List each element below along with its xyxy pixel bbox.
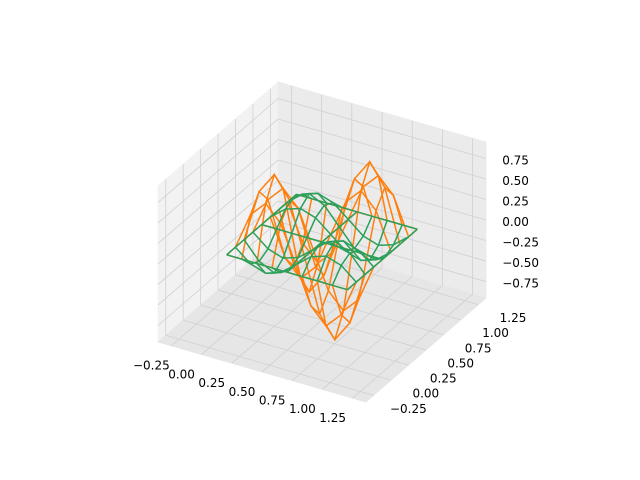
z-tick-label: −0.75	[502, 276, 539, 290]
grid-line	[183, 319, 392, 381]
grid-line	[165, 334, 374, 396]
y-tick-label: 0.00	[412, 387, 439, 401]
x-tick-label: 0.25	[198, 376, 225, 390]
grid-line	[277, 180, 487, 241]
grid-line	[157, 139, 279, 244]
wire-line	[287, 192, 409, 247]
x-tick-label: 0.50	[229, 385, 256, 399]
x-tick-label: 0.75	[259, 394, 286, 408]
y-tick-label: 0.50	[447, 356, 474, 370]
z-tick-label: 0.50	[502, 174, 529, 188]
grid-line	[277, 118, 487, 180]
grid-line	[277, 139, 487, 200]
y-tick-label: 0.75	[465, 341, 492, 355]
x-tick-label: 1.25	[319, 411, 346, 425]
y-tick-label: −0.25	[390, 402, 427, 416]
grid-line	[200, 304, 409, 366]
grid-line	[157, 200, 279, 306]
grid-line	[157, 98, 279, 203]
y-tick-label: 0.25	[430, 372, 457, 386]
grid-line	[277, 221, 487, 282]
x-tick-label: 1.00	[289, 402, 316, 416]
y-tick-label: 1.00	[482, 326, 509, 340]
grid-line	[157, 180, 279, 285]
grid-line	[277, 98, 487, 159]
y-tick-label: 1.25	[500, 311, 527, 325]
x-tick-label: 0.00	[168, 367, 195, 381]
z-tick-label: 0.75	[502, 153, 529, 167]
grid-line	[157, 118, 279, 224]
z-tick-label: 0.25	[502, 194, 529, 208]
x-tick-label: −0.25	[133, 359, 170, 373]
z-tick-label: −0.25	[502, 235, 539, 249]
grid-line	[277, 200, 487, 262]
z-tick-label: −0.50	[502, 256, 539, 270]
grid-line	[277, 159, 487, 221]
wire-line	[296, 193, 418, 230]
z-tick-label: 0.00	[502, 215, 529, 229]
grid-line	[157, 159, 279, 265]
